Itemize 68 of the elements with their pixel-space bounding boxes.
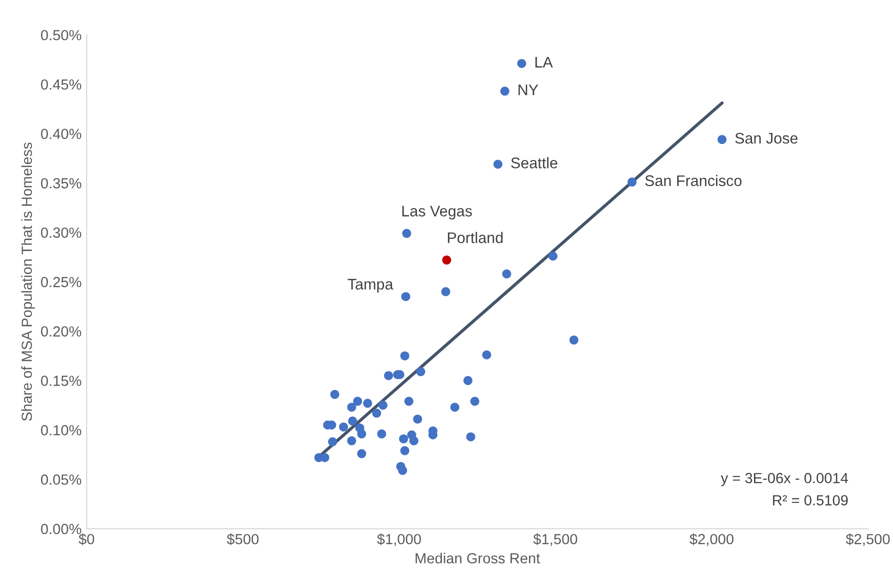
y-tick-label: 0.00% <box>40 524 82 534</box>
point <box>463 376 472 386</box>
point <box>416 367 426 376</box>
point <box>441 287 450 296</box>
x-axis-title: Median Gross Rent <box>416 552 540 564</box>
point <box>384 371 394 380</box>
point <box>569 336 578 345</box>
y-tick-label: 0.05% <box>40 474 82 485</box>
point <box>378 400 388 410</box>
point <box>628 178 637 187</box>
point <box>353 396 362 406</box>
point <box>372 408 382 418</box>
annotation: San Francisco <box>645 174 742 186</box>
point <box>442 256 452 265</box>
y-tick-label: 0.35% <box>40 178 82 188</box>
annotation: Portland <box>448 232 503 244</box>
y-tick-label: 0.20% <box>40 326 82 337</box>
y-tick-label: 0.25% <box>40 276 82 288</box>
point <box>482 350 492 360</box>
point <box>517 59 526 68</box>
point <box>330 390 340 399</box>
point <box>548 252 558 261</box>
point <box>363 398 372 408</box>
point <box>470 396 480 406</box>
point <box>377 429 386 438</box>
point <box>718 135 727 144</box>
x-tick-label: $2,000 <box>690 533 734 546</box>
annotation: Las Vegas <box>402 206 472 220</box>
annotation: San Jose <box>735 132 798 144</box>
point <box>450 402 460 412</box>
annotation: NY <box>518 84 538 96</box>
point <box>348 416 358 426</box>
y-tick-label: 0.45% <box>40 79 82 90</box>
point <box>502 269 512 278</box>
point <box>402 228 412 238</box>
y-tick-label: 0.10% <box>40 425 82 436</box>
annotation: y = 3E-06x - 0.0014 <box>720 472 848 486</box>
point <box>347 402 356 412</box>
x-tick-label: $500 <box>226 533 259 546</box>
point <box>400 446 410 456</box>
x-tick-label: $1,000 <box>377 533 421 546</box>
y-axis-title: Share of MSA Population That is Homeless <box>21 142 35 421</box>
point <box>357 449 366 458</box>
point <box>413 414 422 424</box>
point <box>399 434 408 444</box>
point <box>493 160 502 169</box>
x-tick-label: $2,500 <box>846 533 890 546</box>
annotation: R² = 0.5109 <box>773 495 848 506</box>
point <box>398 466 408 475</box>
point <box>409 436 418 446</box>
point <box>357 429 366 438</box>
point <box>404 396 414 406</box>
annotation: LA <box>535 56 553 68</box>
y-tick-label: 0.50% <box>40 30 82 40</box>
point <box>347 436 356 446</box>
annotation: Seattle <box>511 157 558 168</box>
point <box>328 437 338 446</box>
y-tick-label: 0.40% <box>40 128 82 140</box>
x-tick-label: $0 <box>78 533 94 546</box>
point <box>500 86 510 96</box>
point <box>339 422 348 432</box>
point <box>466 432 476 442</box>
point <box>401 292 410 302</box>
point <box>400 351 410 360</box>
y-tick-label: 0.15% <box>40 376 82 386</box>
y-tick-label: 0.30% <box>40 228 82 238</box>
annotation: Tampa <box>348 278 394 293</box>
x-tick-label: $1,500 <box>533 533 578 546</box>
